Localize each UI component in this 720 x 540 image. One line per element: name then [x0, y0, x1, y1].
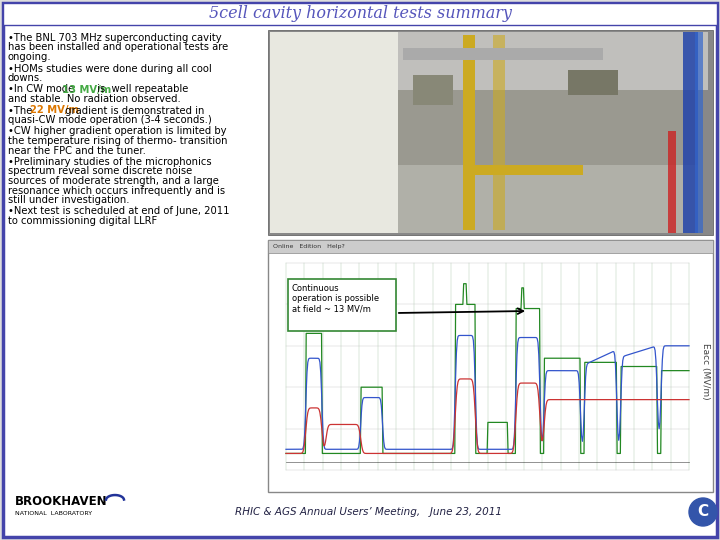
Bar	[398, 90, 698, 165]
Bar	[463, 165, 583, 175]
Text: near the FPC and the tuner.: near the FPC and the tuner.	[8, 145, 146, 156]
Text: C: C	[698, 504, 708, 519]
Text: Online   Edition   Help?: Online Edition Help?	[273, 244, 345, 249]
Text: sources of moderate strength, and a large: sources of moderate strength, and a larg…	[8, 176, 219, 186]
Bar	[568, 70, 618, 95]
Text: •Preliminary studies of the microphonics: •Preliminary studies of the microphonics	[8, 157, 212, 167]
Bar	[463, 35, 475, 230]
Text: ongoing.: ongoing.	[8, 52, 52, 62]
Text: quasi-CW mode operation (3-4 seconds.): quasi-CW mode operation (3-4 seconds.)	[8, 115, 212, 125]
Bar	[268, 30, 713, 235]
Bar	[683, 32, 698, 233]
Bar	[398, 163, 698, 233]
Text: gradient is demonstrated in: gradient is demonstrated in	[62, 105, 204, 116]
Bar	[413, 75, 453, 105]
Bar	[668, 131, 676, 233]
Text: •Next test is scheduled at end of June, 2011: •Next test is scheduled at end of June, …	[8, 206, 230, 217]
Text: still under investigation.: still under investigation.	[8, 195, 130, 205]
Circle shape	[689, 498, 717, 526]
Text: and stable. No radiation observed.: and stable. No radiation observed.	[8, 94, 181, 104]
Bar	[398, 32, 708, 90]
Bar	[288, 279, 396, 331]
Text: has been installed and operational tests are: has been installed and operational tests…	[8, 43, 228, 52]
Text: to commissioning digital LLRF: to commissioning digital LLRF	[8, 216, 157, 226]
Text: BROOKHAVEN: BROOKHAVEN	[15, 495, 107, 508]
Bar	[695, 32, 703, 233]
Text: •The BNL 703 MHz superconducting cavity: •The BNL 703 MHz superconducting cavity	[8, 33, 222, 43]
Text: Continuous
operation is possible
at field ~ 13 MV/m: Continuous operation is possible at fiel…	[292, 284, 379, 314]
Bar	[268, 240, 713, 253]
Text: •In CW mode: •In CW mode	[8, 84, 77, 94]
Text: 13 MV/m: 13 MV/m	[62, 84, 112, 94]
Bar	[270, 32, 400, 233]
Text: spectrum reveal some discrete noise: spectrum reveal some discrete noise	[8, 166, 192, 177]
Bar	[3, 3, 717, 25]
Text: downs.: downs.	[8, 73, 43, 83]
Text: •The: •The	[8, 105, 35, 116]
Bar	[493, 35, 505, 230]
Text: resonance which occurs infrequently and is: resonance which occurs infrequently and …	[8, 186, 225, 195]
Bar	[403, 48, 603, 60]
Text: RHIC & AGS Annual Users’ Meeting,   June 23, 2011: RHIC & AGS Annual Users’ Meeting, June 2…	[235, 507, 502, 517]
Text: Eacc (MV/m): Eacc (MV/m)	[701, 343, 709, 399]
Text: 22 MV/m: 22 MV/m	[30, 105, 79, 116]
Text: is  well repeatable: is well repeatable	[94, 84, 188, 94]
Text: NATIONAL  LABORATORY: NATIONAL LABORATORY	[15, 511, 92, 516]
Text: 5cell cavity horizontal tests summary: 5cell cavity horizontal tests summary	[209, 5, 511, 23]
Text: •HOMs studies were done during all cool: •HOMs studies were done during all cool	[8, 64, 212, 73]
Text: •CW higher gradient operation is limited by: •CW higher gradient operation is limited…	[8, 126, 227, 137]
Bar	[268, 240, 713, 492]
Text: the temperature rising of thermo- transition: the temperature rising of thermo- transi…	[8, 136, 228, 146]
